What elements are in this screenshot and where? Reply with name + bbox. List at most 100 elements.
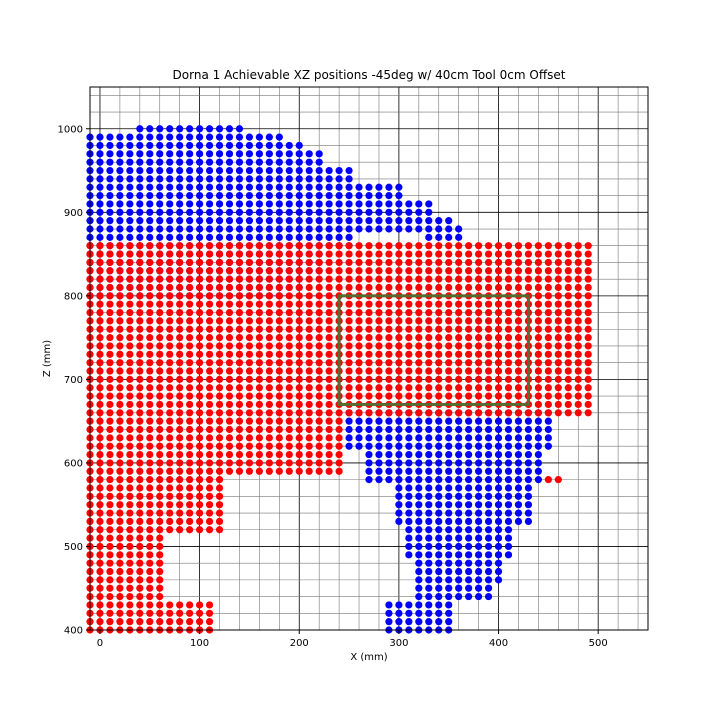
red-point [554,392,562,400]
red-point [126,267,134,275]
red-point [365,317,373,325]
blue-point [345,434,353,442]
red-point [504,325,513,333]
red-point [186,300,194,308]
red-point [534,384,542,392]
red-point [245,467,254,475]
blue-point [385,459,393,467]
blue-point [146,175,154,183]
red-point [136,350,144,358]
red-point [255,250,263,258]
blue-point [504,534,513,542]
red-point [106,492,114,500]
blue-point [176,217,184,225]
blue-point [255,158,263,166]
red-point [176,618,184,626]
red-point [375,367,383,375]
red-point [305,425,313,434]
red-point [435,250,443,258]
red-point [116,275,124,283]
red-point [385,359,393,367]
red-point [106,425,114,434]
blue-point [255,150,263,158]
red-point [106,292,114,300]
red-point [136,526,144,534]
red-point [156,425,164,434]
red-point [136,467,144,475]
red-point [255,342,263,350]
blue-point [494,542,503,551]
blue-point [425,208,433,216]
red-point [215,409,224,417]
red-point [225,308,234,317]
blue-point [425,442,433,450]
blue-point [365,450,373,459]
blue-point [514,484,523,492]
red-point [295,359,303,367]
red-point [484,334,493,342]
red-point [425,317,433,325]
red-point [215,275,224,283]
blue-point [265,150,273,158]
blue-point [435,592,443,601]
red-point [494,334,503,342]
red-point [435,375,443,383]
red-point [455,267,463,275]
red-point [584,375,592,383]
blue-point [465,526,473,534]
blue-point [465,492,473,500]
red-point [205,375,214,383]
blue-point [484,551,493,559]
red-point [156,476,164,484]
blue-point [116,183,124,191]
red-point [96,300,104,308]
red-point [285,384,293,392]
red-point [504,283,513,292]
red-point [305,450,313,459]
blue-point [375,217,383,225]
blue-point [275,225,283,233]
red-point [156,592,164,601]
red-point [156,567,164,576]
blue-point [225,208,234,216]
red-point [235,367,244,375]
red-point [375,267,383,275]
red-point [554,317,562,325]
red-point [176,275,184,283]
red-point [305,283,313,292]
blue-point [215,133,224,141]
blue-point [166,150,174,158]
blue-point [295,233,303,241]
red-point [465,409,473,417]
red-point [186,325,194,333]
red-point [116,551,124,559]
red-point [554,242,562,250]
red-point [146,526,154,534]
blue-point [205,158,214,166]
red-point [484,359,493,367]
red-point [116,534,124,542]
blue-point [255,225,263,233]
blue-point [176,141,184,150]
blue-point [225,125,234,133]
red-point [325,350,333,358]
blue-point [484,450,493,459]
blue-point [315,175,323,183]
red-point [106,501,114,509]
y-tick-label: 800 [64,291,83,302]
blue-point [285,208,293,216]
blue-point [395,442,403,450]
red-point [205,492,214,500]
blue-point [435,501,443,509]
blue-point [524,484,533,492]
blue-point [166,192,174,200]
red-point [156,534,164,542]
blue-point [365,434,373,442]
red-point [96,492,104,500]
blue-point [425,217,433,225]
red-point [445,308,453,317]
red-point [215,392,224,400]
red-point [465,275,473,283]
red-point [215,308,224,317]
blue-point [365,208,373,216]
